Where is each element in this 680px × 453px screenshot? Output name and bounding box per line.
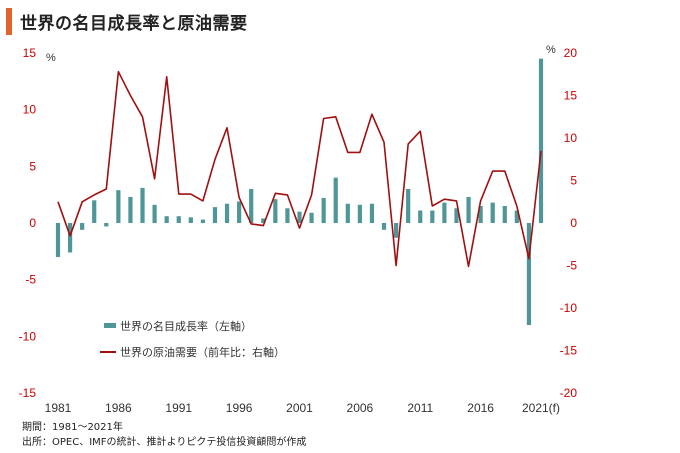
legend-swatch-bar [104,323,116,328]
bar-nominal-growth [442,202,447,223]
chart-title: 世界の名目成長率と原油需要 [20,14,248,34]
x-axis-tick-label: 2011 [407,401,433,415]
bar-nominal-growth [538,58,544,223]
x-axis-tick-label: 1981 [45,401,72,415]
bar-nominal-growth [526,223,532,325]
bar-nominal-growth [104,223,109,227]
bar-nominal-growth [261,218,266,223]
bar-nominal-growth [297,211,302,223]
bar-nominal-growth [285,208,290,223]
bar-nominal-growth [321,198,326,223]
x-axis-tick-label: 2021(f) [522,401,560,415]
x-axis-tick-label: 1996 [226,401,253,415]
bar-nominal-growth [430,210,435,223]
x-axis-tick-label: 2001 [286,401,313,415]
bar-nominal-growth [237,201,242,223]
bar-nominal-growth [309,212,314,223]
left-axis-tick-label: 10 [23,103,37,117]
right-axis-tick-label: -15 [560,344,578,358]
bar-nominal-growth [128,196,133,223]
bar-nominal-growth [212,207,218,223]
bar-nominal-growth [152,204,157,223]
bar-nominal-growth [273,199,278,223]
bar-nominal-growth [514,210,519,223]
bar-nominal-growth [406,189,411,223]
footnote-source: 出所：OPEC、IMFの統計、推計よりピクテ投信投資顧問が作成 [22,437,307,448]
bar-nominal-growth [502,206,507,223]
x-axis-tick-label: 1991 [165,401,192,415]
x-axis-tick-label: 2006 [347,401,374,415]
bar-nominal-growth [92,200,97,223]
bar-nominal-growth [357,204,362,223]
x-axis-tick-label: 1986 [105,401,132,415]
chart-canvas: 15 10 5 0 -5 -10 -15% 20 15 10 5 0 -5 -10 -15 -20% 1981 1… [19,44,578,415]
left-axis-tick-label: -5 [25,273,36,287]
legend-label-line: 世界の原油需要（前年比：右軸） [120,345,285,359]
bar-nominal-growth [176,216,181,223]
bar-nominal-growth [188,217,193,223]
bar-nominal-growth [466,196,471,223]
footnote-period: 期間：1981～2021年 [22,422,123,433]
bar-nominal-growth [164,216,169,223]
bar-nominal-growth [55,223,61,257]
bar-nominal-growth [369,203,375,223]
right-axis-tick-label: 0 [570,216,577,230]
title-accent-bar [6,8,12,35]
left-axis-tick-label: -10 [19,329,37,343]
x-axis-tick-label: 2016 [467,401,494,415]
right-axis-tick-label: 15 [564,89,578,103]
bar-nominal-growth [394,223,399,238]
left-axis-tick-label: -15 [19,386,37,400]
legend-label-bar: 世界の名目成長率（左軸） [120,319,252,333]
right-axis-tick-label: 20 [564,46,578,60]
bar-nominal-growth [454,208,459,223]
left-axis-tick-label: 5 [29,159,36,173]
footnotes: 期間：1981～2021年 出所：OPEC、IMFの統計、推計よりピクテ投信投資… [22,420,306,450]
bar-nominal-growth [80,223,85,230]
left-axis-unit: % [46,52,56,64]
bar-nominal-growth [249,189,254,223]
right-axis-tick-label: -5 [566,259,577,273]
bar-nominal-growth [381,223,387,230]
right-axis-unit: % [546,44,556,56]
right-axis-tick-label: 5 [570,174,577,188]
bar-nominal-growth [418,210,423,223]
right-axis-tick-label: -20 [560,386,578,400]
bar-nominal-growth [116,190,121,223]
left-axis-tick-label: 0 [29,216,36,230]
bar-nominal-growth [490,202,495,223]
bar-nominal-growth [67,223,73,253]
right-axis-tick-label: -10 [560,301,578,315]
bar-nominal-growth [333,177,338,223]
bar-nominal-growth [200,219,205,223]
bar-nominal-growth [478,206,483,223]
line-oil-demand [57,70,542,268]
bar-nominal-growth [224,203,230,223]
bar-nominal-growth [140,187,145,223]
right-axis-tick-label: 10 [564,131,578,145]
left-axis-tick-label: 15 [23,46,37,60]
bar-nominal-growth [345,203,350,223]
